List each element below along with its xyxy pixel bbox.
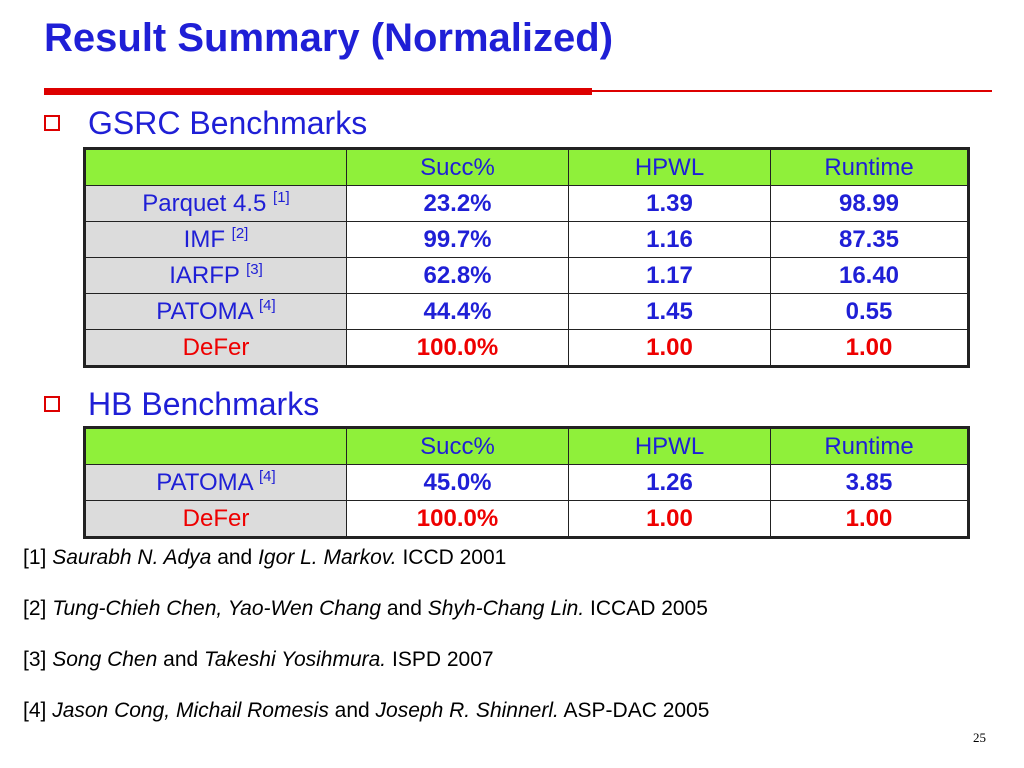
header-cell-succ: Succ% bbox=[346, 148, 569, 186]
reference-and: and bbox=[217, 546, 253, 569]
succ-cell: 100.0% bbox=[346, 500, 569, 538]
square-bullet-icon bbox=[44, 115, 60, 131]
page-number: 25 bbox=[973, 730, 986, 745]
header-cell-corner bbox=[84, 427, 347, 465]
method-cell: DeFer bbox=[84, 500, 347, 538]
hpwl-cell: 1.26 bbox=[568, 464, 771, 501]
reference-venue: ICCAD 2005 bbox=[590, 597, 708, 620]
citation-ref: [2] bbox=[231, 225, 249, 242]
square-bullet-icon bbox=[44, 396, 60, 412]
table-row-highlight: DeFer 100.0% 1.00 1.00 bbox=[84, 500, 969, 538]
reference-number: [2] bbox=[23, 597, 47, 620]
runtime-cell: 1.00 bbox=[770, 500, 969, 538]
section-gsrc-label: GSRC Benchmarks bbox=[88, 104, 368, 141]
hpwl-cell: 1.00 bbox=[568, 329, 771, 367]
table-row: IMF [2] 99.7% 1.16 87.35 bbox=[84, 221, 969, 258]
reference-authors-a: Tung-Chieh Chen, Yao-Wen Chang bbox=[52, 597, 382, 620]
hpwl-cell: 1.00 bbox=[568, 500, 771, 538]
succ-cell: 99.7% bbox=[346, 221, 569, 258]
title-underline-thick bbox=[44, 88, 592, 95]
method-name: PATOMA bbox=[156, 298, 253, 325]
method-cell: IARFP [3] bbox=[84, 257, 347, 294]
runtime-cell: 3.85 bbox=[770, 464, 969, 501]
runtime-cell: 98.99 bbox=[770, 185, 969, 222]
method-name: PATOMA bbox=[156, 469, 253, 496]
method-name: DeFer bbox=[182, 333, 250, 361]
header-cell-runtime: Runtime bbox=[770, 427, 969, 465]
reference-authors-b: Igor L. Markov. bbox=[258, 546, 397, 569]
reference-number: [1] bbox=[23, 546, 47, 569]
method-name: IARFP bbox=[169, 262, 240, 289]
section-hb-label: HB Benchmarks bbox=[88, 385, 320, 422]
table-row: Parquet 4.5 [1] 23.2% 1.39 98.99 bbox=[84, 185, 969, 222]
succ-cell: 62.8% bbox=[346, 257, 569, 294]
citation-ref: [4] bbox=[259, 297, 276, 314]
reference-authors-a: Saurabh N. Adya bbox=[52, 546, 212, 569]
reference-authors-b: Takeshi Yosihmura. bbox=[204, 648, 387, 671]
gsrc-results-table: Succ% HPWL Runtime Parquet 4.5 [1] 23.2%… bbox=[83, 147, 970, 368]
runtime-cell: 1.00 bbox=[770, 329, 969, 367]
reference-authors-b: Joseph R. Shinnerl. bbox=[375, 699, 559, 722]
header-cell-runtime: Runtime bbox=[770, 148, 969, 186]
table-header-row: Succ% HPWL Runtime bbox=[84, 427, 969, 465]
runtime-cell: 87.35 bbox=[770, 221, 969, 258]
citation-ref: [1] bbox=[273, 189, 290, 206]
method-cell: PATOMA [4] bbox=[84, 293, 347, 330]
reference-item: [4] Jason Cong, Michail Romesis and Jose… bbox=[23, 693, 709, 728]
reference-authors-a: Jason Cong, Michail Romesis bbox=[52, 699, 329, 722]
reference-venue: ICCD 2001 bbox=[402, 546, 507, 569]
succ-cell: 45.0% bbox=[346, 464, 569, 501]
table-row: PATOMA [4] 44.4% 1.45 0.55 bbox=[84, 293, 969, 330]
header-cell-succ: Succ% bbox=[346, 427, 569, 465]
table-header-row: Succ% HPWL Runtime bbox=[84, 148, 969, 186]
citation-ref: [3] bbox=[246, 261, 263, 278]
title-underline-thin bbox=[592, 90, 992, 92]
reference-item: [2] Tung-Chieh Chen, Yao-Wen Chang and S… bbox=[23, 591, 709, 626]
reference-venue: ISPD 2007 bbox=[391, 648, 494, 671]
section-hb-heading: HB Benchmarks bbox=[44, 384, 319, 424]
reference-authors-b: Shyh-Chang Lin. bbox=[427, 597, 585, 620]
header-cell-hpwl: HPWL bbox=[568, 427, 771, 465]
hpwl-cell: 1.39 bbox=[568, 185, 771, 222]
header-cell-corner bbox=[84, 148, 347, 186]
table-row: IARFP [3] 62.8% 1.17 16.40 bbox=[84, 257, 969, 294]
hpwl-cell: 1.45 bbox=[568, 293, 771, 330]
method-name: IMF bbox=[183, 226, 225, 253]
method-name: Parquet 4.5 bbox=[142, 190, 267, 217]
method-cell: IMF [2] bbox=[84, 221, 347, 258]
reference-list: [1] Saurabh N. Adya and Igor L. Markov. … bbox=[23, 540, 709, 744]
reference-authors-a: Song Chen bbox=[52, 648, 158, 671]
slide-title: Result Summary (Normalized) bbox=[44, 16, 614, 60]
method-cell: Parquet 4.5 [1] bbox=[84, 185, 347, 222]
method-cell: DeFer bbox=[84, 329, 347, 367]
succ-cell: 100.0% bbox=[346, 329, 569, 367]
succ-cell: 44.4% bbox=[346, 293, 569, 330]
reference-item: [1] Saurabh N. Adya and Igor L. Markov. … bbox=[23, 540, 709, 575]
runtime-cell: 16.40 bbox=[770, 257, 969, 294]
table-row: PATOMA [4] 45.0% 1.26 3.85 bbox=[84, 464, 969, 501]
method-cell: PATOMA [4] bbox=[84, 464, 347, 501]
header-cell-hpwl: HPWL bbox=[568, 148, 771, 186]
citation-ref: [4] bbox=[259, 468, 276, 485]
reference-and: and bbox=[334, 699, 370, 722]
hb-results-table: Succ% HPWL Runtime PATOMA [4] 45.0% 1.26… bbox=[83, 426, 970, 539]
reference-and: and bbox=[163, 648, 199, 671]
method-name: DeFer bbox=[182, 504, 250, 532]
reference-number: [3] bbox=[23, 648, 47, 671]
reference-item: [3] Song Chen and Takeshi Yosihmura. ISP… bbox=[23, 642, 709, 677]
succ-cell: 23.2% bbox=[346, 185, 569, 222]
reference-venue: ASP-DAC 2005 bbox=[563, 699, 710, 722]
hpwl-cell: 1.16 bbox=[568, 221, 771, 258]
table-row-highlight: DeFer 100.0% 1.00 1.00 bbox=[84, 329, 969, 367]
hpwl-cell: 1.17 bbox=[568, 257, 771, 294]
reference-and: and bbox=[386, 597, 422, 620]
section-gsrc-heading: GSRC Benchmarks bbox=[44, 103, 367, 143]
reference-number: [4] bbox=[23, 699, 47, 722]
runtime-cell: 0.55 bbox=[770, 293, 969, 330]
